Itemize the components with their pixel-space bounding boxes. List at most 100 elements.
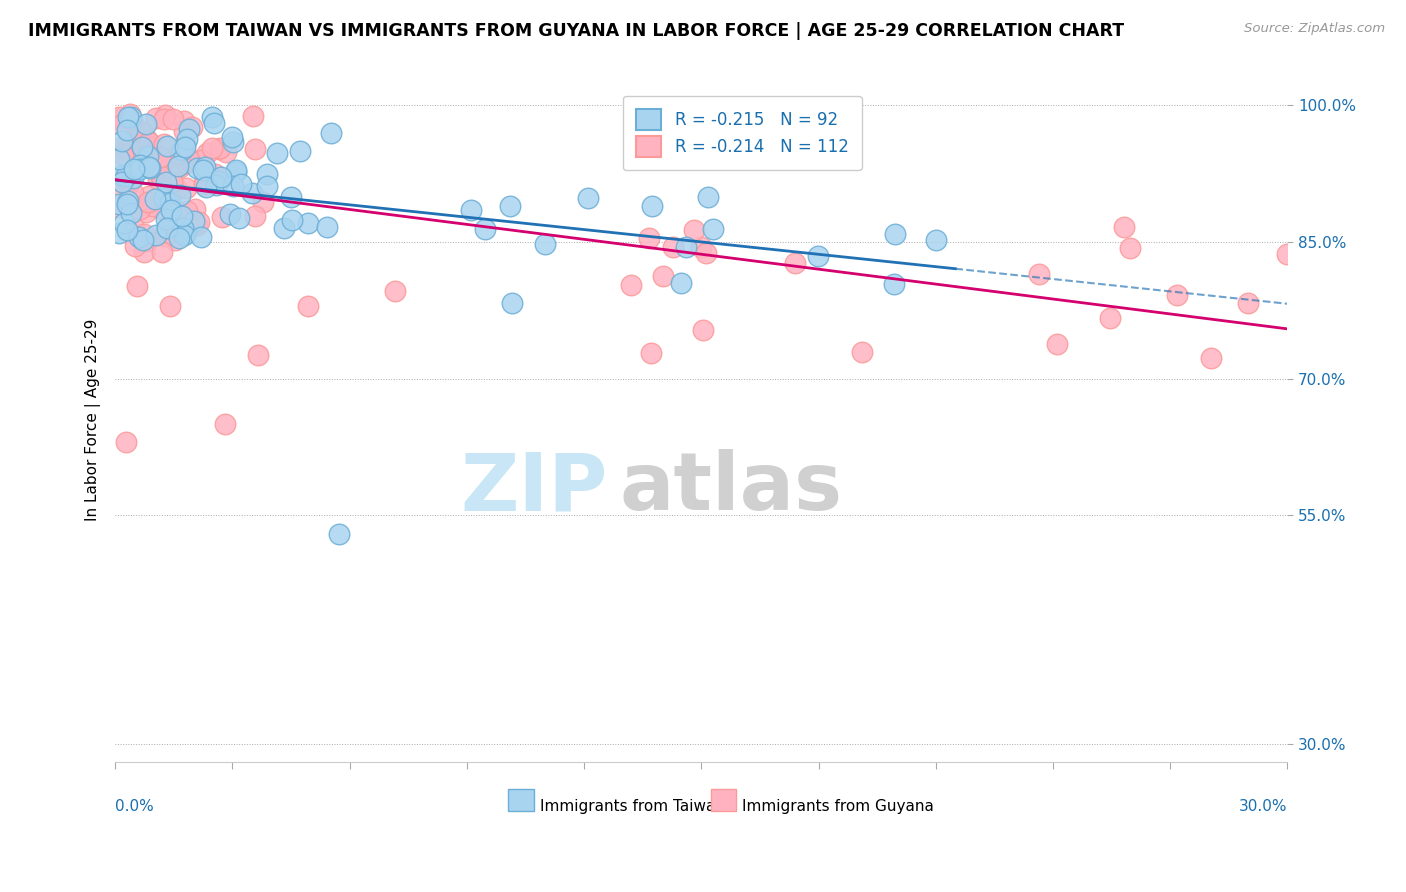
- Point: [136, 133, 159, 147]
- Point: [155, 152, 177, 166]
- Point: [201, 110, 224, 124]
- Point: [108, 226, 131, 240]
- Point: [1099, 311, 1122, 326]
- Point: [652, 269, 675, 284]
- Point: [159, 218, 181, 232]
- Point: [174, 136, 197, 151]
- Point: [211, 211, 233, 225]
- Point: [108, 140, 131, 154]
- Text: atlas: atlas: [619, 449, 842, 527]
- Point: [145, 111, 167, 125]
- Point: [222, 135, 245, 149]
- Point: [149, 150, 172, 164]
- Point: [176, 149, 198, 163]
- Point: [129, 124, 152, 138]
- Point: [219, 207, 242, 221]
- Point: [111, 175, 134, 189]
- Point: [162, 112, 184, 127]
- Point: [108, 111, 131, 125]
- Point: [195, 180, 218, 194]
- Point: [669, 276, 692, 290]
- Point: [1199, 351, 1222, 365]
- Point: [139, 161, 162, 176]
- Point: [884, 227, 907, 242]
- Text: Source: ZipAtlas.com: Source: ZipAtlas.com: [1244, 22, 1385, 36]
- Point: [225, 165, 247, 179]
- Point: [132, 233, 155, 247]
- Point: [683, 223, 706, 237]
- Point: [180, 120, 202, 135]
- Legend: R = -0.215   N = 92, R = -0.214   N = 112: R = -0.215 N = 92, R = -0.214 N = 112: [623, 96, 862, 170]
- Point: [152, 136, 174, 151]
- Point: [501, 296, 523, 310]
- Point: [169, 160, 191, 174]
- Point: [186, 219, 208, 233]
- Point: [118, 178, 141, 193]
- Text: Immigrants from Guyana: Immigrants from Guyana: [742, 799, 934, 814]
- Point: [242, 109, 264, 123]
- Point: [173, 114, 195, 128]
- Point: [124, 238, 146, 252]
- FancyBboxPatch shape: [508, 789, 534, 811]
- Point: [118, 134, 141, 148]
- Point: [806, 249, 828, 263]
- Point: [115, 197, 138, 211]
- Point: [120, 107, 142, 121]
- Point: [111, 134, 134, 148]
- Point: [163, 234, 186, 248]
- Point: [110, 118, 132, 132]
- Point: [112, 186, 135, 200]
- Point: [131, 139, 153, 153]
- Point: [146, 161, 169, 175]
- Point: [692, 323, 714, 337]
- Point: [534, 236, 557, 251]
- Point: [115, 435, 138, 450]
- Point: [118, 140, 141, 154]
- Point: [243, 209, 266, 223]
- Point: [117, 178, 139, 192]
- Point: [160, 175, 183, 189]
- Point: [499, 199, 522, 213]
- Point: [115, 169, 138, 184]
- Point: [675, 240, 697, 254]
- Point: [173, 228, 195, 243]
- Point: [174, 227, 197, 241]
- Point: [190, 153, 212, 168]
- Point: [245, 142, 267, 156]
- Point: [149, 169, 172, 183]
- Point: [118, 174, 141, 188]
- Point: [384, 285, 406, 299]
- Point: [155, 211, 177, 226]
- Point: [115, 223, 138, 237]
- Point: [640, 345, 662, 359]
- Point: [166, 182, 188, 196]
- Point: [155, 175, 177, 189]
- Point: [204, 167, 226, 181]
- Point: [153, 108, 176, 122]
- Point: [150, 202, 173, 216]
- Point: [135, 205, 157, 219]
- Point: [112, 147, 135, 161]
- Point: [247, 348, 270, 362]
- Point: [297, 216, 319, 230]
- Point: [460, 202, 482, 217]
- Point: [288, 144, 311, 158]
- Text: Immigrants from Taiwan: Immigrants from Taiwan: [540, 799, 724, 814]
- Text: IMMIGRANTS FROM TAIWAN VS IMMIGRANTS FROM GUYANA IN LABOR FORCE | AGE 25-29 CORR: IMMIGRANTS FROM TAIWAN VS IMMIGRANTS FRO…: [28, 22, 1125, 40]
- Point: [112, 216, 135, 230]
- Point: [1118, 241, 1140, 255]
- Point: [146, 150, 169, 164]
- Point: [1166, 287, 1188, 301]
- Point: [174, 139, 197, 153]
- Point: [138, 140, 160, 154]
- Point: [1112, 220, 1135, 235]
- Point: [193, 176, 215, 190]
- Point: [135, 117, 157, 131]
- Text: 0.0%: 0.0%: [115, 799, 153, 814]
- Point: [117, 194, 139, 208]
- Point: [150, 244, 173, 259]
- FancyBboxPatch shape: [710, 789, 737, 811]
- Point: [134, 227, 156, 241]
- Point: [221, 130, 243, 145]
- Point: [134, 244, 156, 259]
